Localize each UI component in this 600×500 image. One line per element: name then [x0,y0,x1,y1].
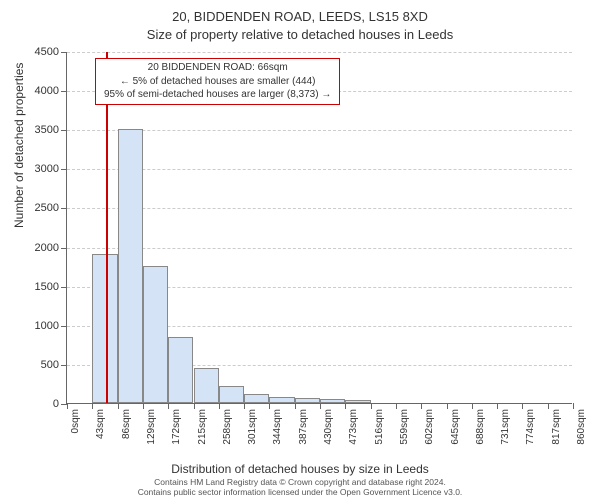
x-tick-label: 129sqm [146,409,157,445]
y-tick [61,208,67,209]
y-tick [61,326,67,327]
footer-line-1: Contains HM Land Registry data © Crown c… [0,477,600,488]
x-tick [497,403,498,409]
histogram-bar [194,368,219,403]
histogram-bar [143,266,168,403]
property-marker-line [106,52,108,403]
x-tick-label: 645sqm [450,409,461,445]
y-axis-title: Number of detached properties [12,63,26,228]
y-tick [61,130,67,131]
x-tick [219,403,220,409]
x-tick [447,403,448,409]
histogram-bar [118,129,143,403]
histogram-plot-area: 0500100015002000250030003500400045000sqm… [66,52,572,404]
histogram-bar [244,394,269,403]
histogram-bar [295,398,320,403]
histogram-bar [345,400,370,403]
y-tick [61,248,67,249]
x-tick-label: 344sqm [272,409,283,445]
x-tick-label: 731sqm [500,409,511,445]
x-tick-label: 215sqm [197,409,208,445]
y-tick-label: 500 [41,359,59,371]
x-tick [67,403,68,409]
x-tick [320,403,321,409]
x-tick-label: 559sqm [399,409,410,445]
x-tick [168,403,169,409]
y-tick [61,287,67,288]
x-tick [573,403,574,409]
x-tick-label: 860sqm [576,409,587,445]
x-tick [295,403,296,409]
annotation-line-2: ← 5% of detached houses are smaller (444… [104,75,331,89]
x-tick-label: 301sqm [247,409,258,445]
x-tick [269,403,270,409]
histogram-bar [320,399,345,403]
x-tick-label: 516sqm [374,409,385,445]
y-tick [61,91,67,92]
x-tick-label: 774sqm [525,409,536,445]
x-tick [396,403,397,409]
y-tick-label: 3500 [35,124,59,136]
x-tick-label: 602sqm [424,409,435,445]
x-tick-label: 473sqm [348,409,359,445]
grid-line [67,52,572,53]
x-tick [244,403,245,409]
x-tick [143,403,144,409]
x-tick-label: 688sqm [475,409,486,445]
footer-attribution: Contains HM Land Registry data © Crown c… [0,477,600,498]
x-axis-title: Distribution of detached houses by size … [0,462,600,476]
y-tick-label: 1500 [35,281,59,293]
x-tick-label: 172sqm [171,409,182,445]
x-tick [118,403,119,409]
histogram-bar [168,337,193,403]
y-tick-label: 1000 [35,320,59,332]
histogram-bar [269,397,294,403]
footer-line-2: Contains public sector information licen… [0,487,600,498]
y-tick-label: 2000 [35,242,59,254]
x-tick-label: 258sqm [222,409,233,445]
title-line-1: 20, BIDDENDEN ROAD, LEEDS, LS15 8XD [0,8,600,26]
annotation-line-1: 20 BIDDENDEN ROAD: 66sqm [104,61,331,75]
x-tick-label: 430sqm [323,409,334,445]
x-tick-label: 86sqm [121,409,132,439]
x-tick-label: 43sqm [95,409,106,439]
x-tick [522,403,523,409]
title-line-2: Size of property relative to detached ho… [0,26,600,44]
y-tick-label: 3000 [35,163,59,175]
chart-title-block: 20, BIDDENDEN ROAD, LEEDS, LS15 8XD Size… [0,0,600,44]
x-tick [472,403,473,409]
histogram-bar [219,386,244,403]
y-tick-label: 2500 [35,202,59,214]
x-tick [194,403,195,409]
x-tick [548,403,549,409]
y-tick-label: 4000 [35,85,59,97]
y-tick [61,169,67,170]
y-tick-label: 0 [53,398,59,410]
x-tick-label: 0sqm [70,409,81,433]
x-tick [421,403,422,409]
y-tick [61,52,67,53]
x-tick [345,403,346,409]
y-tick-label: 4500 [35,46,59,58]
annotation-line-3: 95% of semi-detached houses are larger (… [104,88,331,102]
property-annotation-box: 20 BIDDENDEN ROAD: 66sqm ← 5% of detache… [95,58,340,105]
x-tick [371,403,372,409]
x-tick-label: 387sqm [298,409,309,445]
x-tick-label: 817sqm [551,409,562,445]
x-tick [92,403,93,409]
y-tick [61,365,67,366]
